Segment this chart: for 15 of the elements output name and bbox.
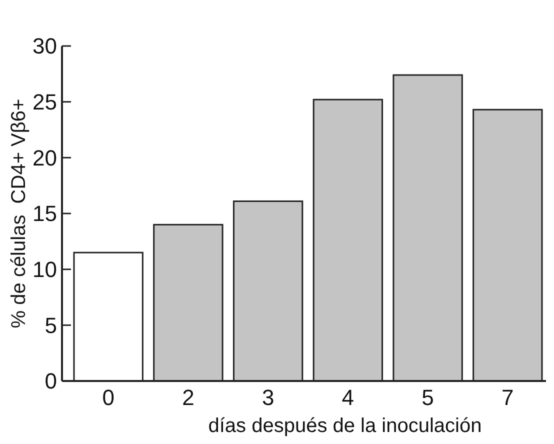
y-axis-title: % de células CD4+ Vβ6+ (8, 98, 30, 328)
x-tick-label: 3 (262, 385, 274, 410)
y-tick-label: 20 (32, 145, 57, 170)
y-tick-label: 10 (32, 257, 57, 282)
y-tick-label: 30 (32, 34, 57, 59)
y-tick-label: 25 (32, 90, 57, 115)
x-tick-label: 5 (422, 385, 434, 410)
x-tick-label: 7 (502, 385, 514, 410)
x-axis-title: días después de la inoculación (208, 415, 482, 437)
x-tick-label: 0 (102, 385, 114, 410)
x-tick-label: 2 (182, 385, 194, 410)
y-tick-label: 0 (44, 368, 57, 394)
y-tick-label: 15 (32, 201, 57, 226)
y-tick-label: 5 (44, 312, 57, 338)
x-tick-label: 4 (342, 385, 354, 410)
